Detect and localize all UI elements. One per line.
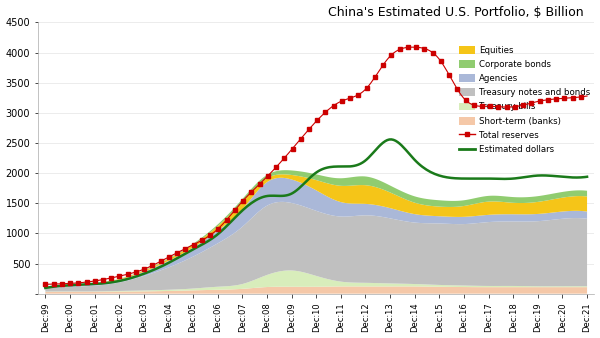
Text: China's Estimated U.S. Portfolio, $ Billion: China's Estimated U.S. Portfolio, $ Bill… bbox=[328, 5, 583, 19]
Legend: Equities, Corporate bonds, Agencies, Treasury notes and bonds, Treasury bills, S: Equities, Corporate bonds, Agencies, Tre… bbox=[459, 46, 590, 154]
